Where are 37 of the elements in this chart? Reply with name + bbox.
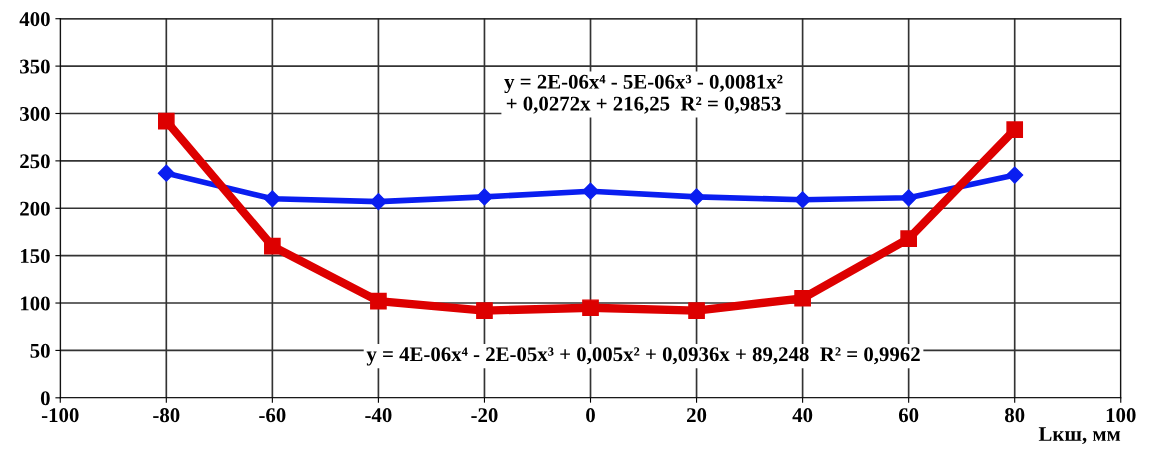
y-tick-label: 0: [40, 391, 50, 406]
annotation: y = 2E-06x⁴ - 5E-06x³ - 0,0081x² + 0,0272x + 216,25 R² = 0,9853: [504, 74, 783, 114]
point: [794, 289, 811, 307]
point: [688, 188, 706, 206]
x-tick-label: -40: [365, 408, 392, 423]
point: [157, 164, 175, 182]
point: [900, 189, 918, 207]
x-tick-label: 20: [687, 408, 707, 423]
x-tick-label: 100: [1106, 408, 1136, 423]
point: [688, 302, 705, 319]
x-axis-title: Lкш, мм: [1038, 427, 1121, 445]
y-tick-label: 50: [30, 343, 50, 358]
x-tick-label: 80: [1004, 408, 1025, 423]
x-tick-label: -60: [259, 408, 286, 423]
point: [157, 112, 175, 130]
y-tick-label: 100: [20, 296, 50, 311]
point: [264, 237, 281, 255]
point: [1006, 166, 1024, 184]
y-tick-label: 150: [20, 249, 50, 264]
y-tick-label: 350: [20, 59, 50, 74]
x-tick-label: 40: [792, 408, 813, 423]
point: [900, 230, 917, 247]
point: [582, 299, 599, 317]
y-tick-label: 250: [20, 154, 50, 169]
point: [476, 302, 493, 319]
x-tick-label: 0: [586, 408, 595, 423]
point: [370, 292, 387, 310]
x-tick-label: 60: [898, 408, 919, 423]
x-tick-label: -20: [471, 408, 498, 423]
point: [263, 190, 281, 208]
y-tick-label: 400: [19, 12, 50, 27]
x-tick-label: -80: [153, 408, 180, 423]
annotation: y = 4E-06x⁴ - 2E-05x³ + 0,005x² + 0,0936x + 89,248 R² = 0,9962: [366, 347, 920, 366]
y-tick-label: 200: [20, 201, 50, 216]
y-tick-label: 300: [20, 106, 50, 121]
x-tick-label: -100: [41, 408, 79, 423]
point: [1006, 121, 1024, 138]
